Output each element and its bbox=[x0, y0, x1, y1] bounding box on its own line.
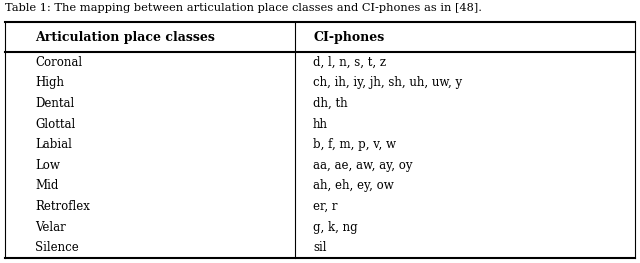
Text: Silence: Silence bbox=[35, 241, 79, 254]
Text: Table 1: The mapping between articulation place classes and CI-phones as in [48]: Table 1: The mapping between articulatio… bbox=[5, 3, 482, 13]
Text: ah, eh, ey, ow: ah, eh, ey, ow bbox=[313, 179, 394, 193]
Text: Glottal: Glottal bbox=[35, 118, 76, 131]
Text: er, r: er, r bbox=[313, 200, 337, 213]
Text: b, f, m, p, v, w: b, f, m, p, v, w bbox=[313, 138, 396, 151]
Text: Retroflex: Retroflex bbox=[35, 200, 90, 213]
Text: sil: sil bbox=[313, 241, 326, 254]
Text: Dental: Dental bbox=[35, 97, 74, 110]
Text: Velar: Velar bbox=[35, 221, 66, 234]
Text: Low: Low bbox=[35, 159, 60, 172]
Text: CI-phones: CI-phones bbox=[313, 31, 384, 43]
Text: Mid: Mid bbox=[35, 179, 58, 193]
Text: g, k, ng: g, k, ng bbox=[313, 221, 358, 234]
Text: High: High bbox=[35, 76, 64, 89]
Text: d, l, n, s, t, z: d, l, n, s, t, z bbox=[313, 56, 386, 69]
Text: dh, th: dh, th bbox=[313, 97, 348, 110]
Text: Labial: Labial bbox=[35, 138, 72, 151]
Text: aa, ae, aw, ay, oy: aa, ae, aw, ay, oy bbox=[313, 159, 413, 172]
Text: hh: hh bbox=[313, 118, 328, 131]
Text: Articulation place classes: Articulation place classes bbox=[35, 31, 215, 43]
Text: ch, ih, iy, jh, sh, uh, uw, y: ch, ih, iy, jh, sh, uh, uw, y bbox=[313, 76, 462, 89]
Text: Coronal: Coronal bbox=[35, 56, 82, 69]
